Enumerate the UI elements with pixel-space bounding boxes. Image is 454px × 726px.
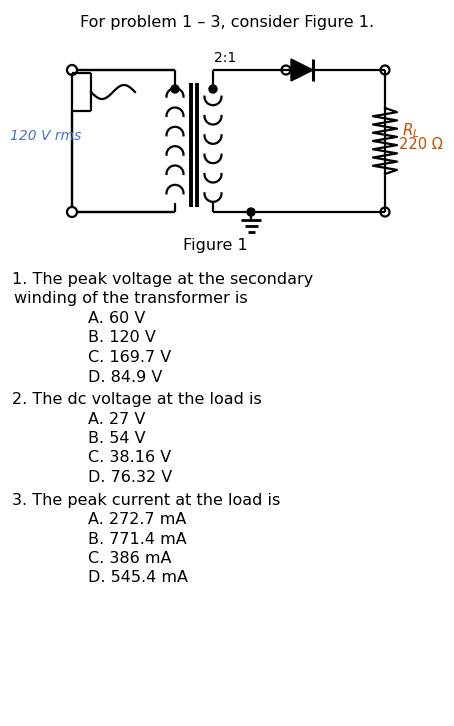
Circle shape [209,85,217,93]
Text: C. 38.16 V: C. 38.16 V [88,451,171,465]
Circle shape [247,208,255,216]
Text: A. 272.7 mA: A. 272.7 mA [88,512,187,527]
Text: D. 76.32 V: D. 76.32 V [88,470,172,485]
Text: B. 120 V: B. 120 V [88,330,156,346]
Text: D. 545.4 mA: D. 545.4 mA [88,571,188,585]
Text: winding of the transformer is: winding of the transformer is [14,292,247,306]
Polygon shape [291,59,313,81]
Text: D. 84.9 V: D. 84.9 V [88,370,163,385]
Text: 2. The dc voltage at the load is: 2. The dc voltage at the load is [12,392,262,407]
Text: A. 27 V: A. 27 V [88,412,145,426]
Text: 220 Ω: 220 Ω [399,137,443,152]
Text: 3. The peak current at the load is: 3. The peak current at the load is [12,492,280,507]
Text: A. 60 V: A. 60 V [88,311,145,326]
Text: B. 771.4 mA: B. 771.4 mA [88,531,187,547]
Text: Figure 1: Figure 1 [183,238,247,253]
Circle shape [171,85,179,93]
Text: B. 54 V: B. 54 V [88,431,146,446]
Text: C. 386 mA: C. 386 mA [88,551,172,566]
Text: 120 V rms: 120 V rms [10,129,82,143]
Text: $R_L$: $R_L$ [402,121,420,139]
Text: 1. The peak voltage at the secondary: 1. The peak voltage at the secondary [12,272,313,287]
Text: 2:1: 2:1 [214,51,236,65]
Text: C. 169.7 V: C. 169.7 V [88,350,171,365]
Text: For problem 1 – 3, consider Figure 1.: For problem 1 – 3, consider Figure 1. [80,15,374,30]
